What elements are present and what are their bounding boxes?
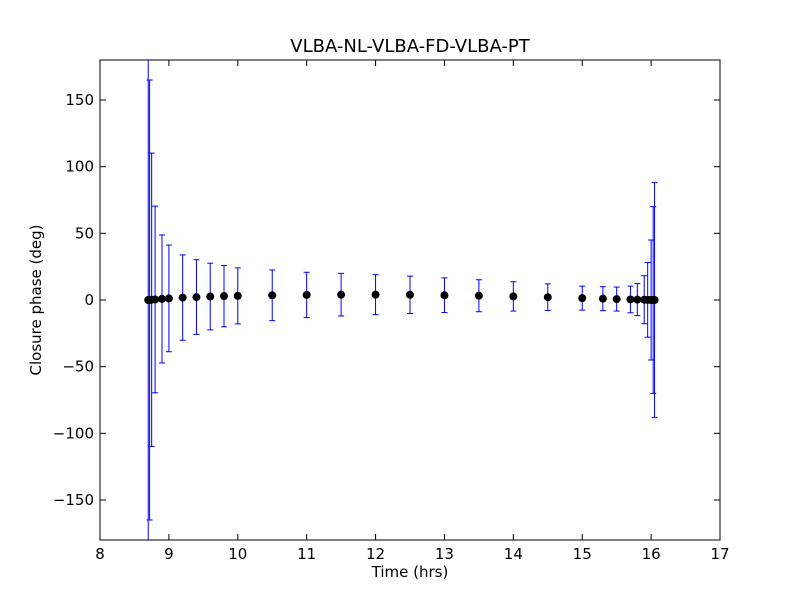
- data-point-0-15: [406, 290, 414, 299]
- data-point-0-22: [612, 295, 621, 304]
- data-point-0-21: [598, 294, 607, 303]
- data-point-0-9: [220, 292, 228, 301]
- x-tick-label-1: 9: [164, 545, 174, 563]
- data-point-0-5: [164, 294, 173, 303]
- x-tick-label-8: 16: [642, 545, 661, 563]
- data-point-0-6: [178, 293, 187, 302]
- data-point-0-7: [192, 293, 201, 302]
- data-point-0-20: [578, 294, 587, 303]
- axis-ticks: 8 9 10 11 12 13 14 15 16 17 −150 −100 −50 0 50 100 150: [53, 60, 730, 563]
- data-point-0-14: [371, 290, 380, 299]
- y-tick-label-0: −150: [53, 491, 94, 509]
- x-tick-label-0: 8: [95, 545, 105, 563]
- x-tick-label-9: 17: [710, 545, 729, 563]
- data-point-0-10: [233, 291, 242, 300]
- data-point-0-18: [509, 292, 518, 301]
- x-tick-label-4: 12: [366, 545, 385, 563]
- data-point-0-16: [440, 291, 449, 300]
- data-point-0-13: [337, 290, 346, 299]
- data-point-0-11: [268, 291, 277, 300]
- x-tick-label-5: 13: [435, 545, 454, 563]
- data-point-0-24: [633, 295, 642, 304]
- y-tick-label-3: 0: [84, 291, 94, 309]
- data-point-0-17: [474, 291, 483, 300]
- x-tick-label-3: 11: [297, 545, 316, 563]
- y-tick-label-1: −100: [53, 424, 94, 442]
- y-tick-label-4: 50: [75, 224, 94, 242]
- data-point-0-12: [302, 290, 311, 299]
- x-tick-label-2: 10: [228, 545, 247, 563]
- data-point-0-8: [206, 292, 215, 301]
- data-point-0-23: [626, 295, 635, 304]
- data-point-0-3: [151, 295, 160, 304]
- data-points: [144, 290, 659, 304]
- x-tick-label-6: 14: [504, 545, 523, 563]
- y-tick-label-5: 100: [65, 158, 94, 176]
- data-point-0-29: [650, 296, 659, 304]
- data-point-0-4: [158, 294, 166, 303]
- y-tick-label-2: −50: [62, 358, 94, 376]
- data-point-0-19: [543, 293, 552, 302]
- y-axis-label: Closure phase (deg): [27, 225, 45, 376]
- chart-title: VLBA-NL-VLBA-FD-VLBA-PT: [290, 36, 530, 57]
- x-tick-label-7: 15: [573, 545, 592, 563]
- x-axis-label: Time (hrs): [371, 563, 449, 581]
- y-tick-label-6: 150: [65, 91, 94, 109]
